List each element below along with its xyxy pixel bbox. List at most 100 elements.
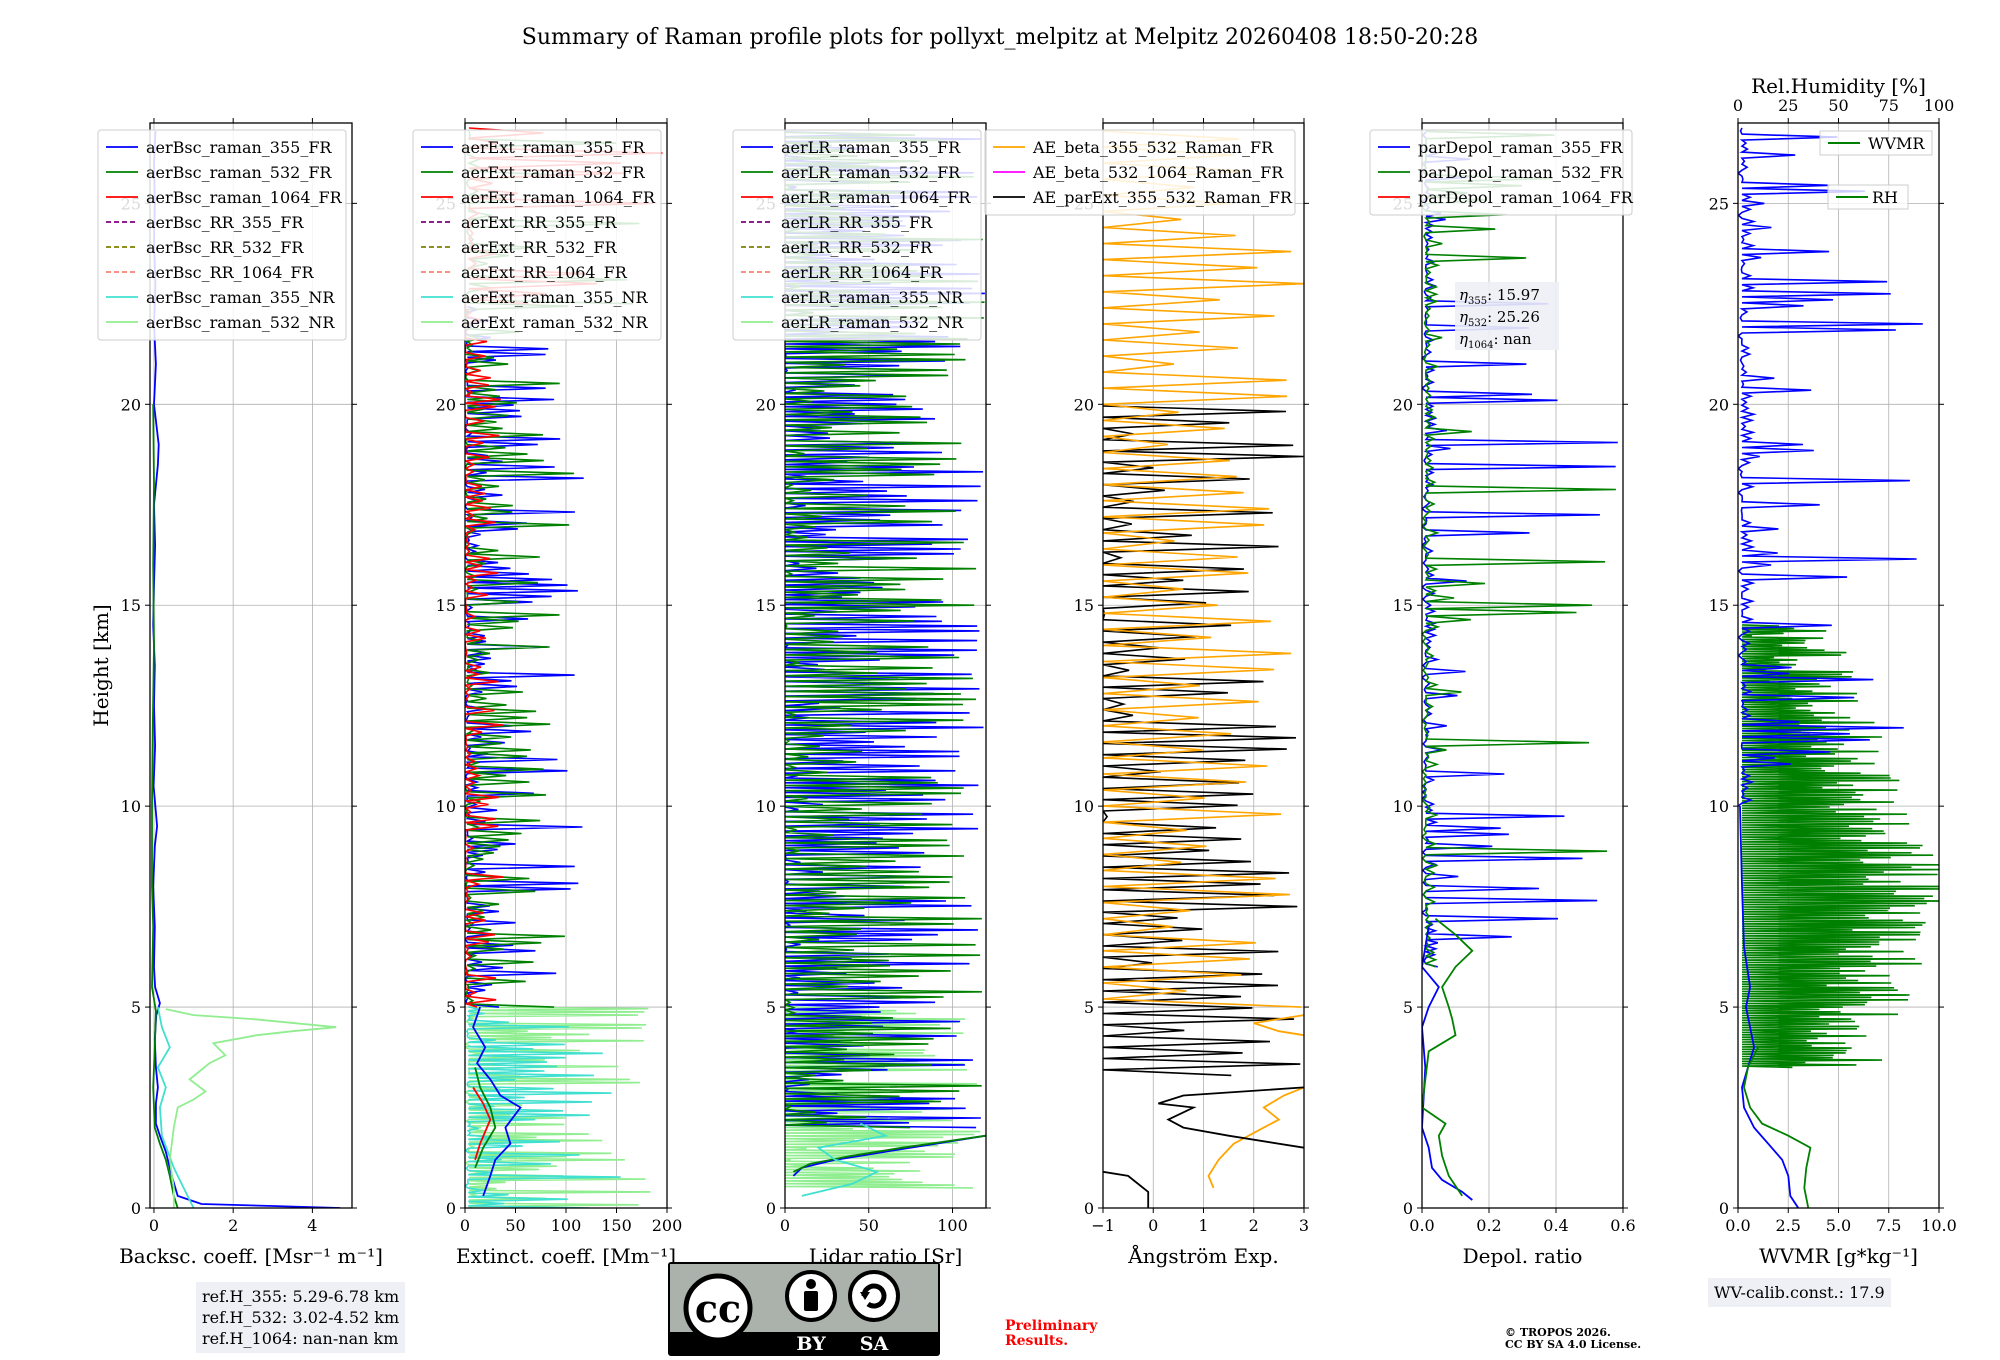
panel-ae: −101230510152025Ångström Exp.AE_beta_355…: [984, 118, 1309, 1268]
legend-label: AE_parExt_355_532_Raman_FR: [1032, 188, 1293, 207]
legend-label: WVMR: [1868, 134, 1925, 153]
x-tick-label: 100: [937, 1216, 968, 1235]
legend-label: aerLR_raman_532_FR: [781, 163, 961, 182]
legend-label: aerLR_raman_355_NR: [781, 288, 964, 307]
legend-label: aerExt_raman_355_NR: [461, 288, 649, 307]
preliminary-results-label: Preliminary Results.: [1005, 1319, 1097, 1349]
y-tick-label: 5: [1403, 998, 1413, 1017]
x-tick-label: 0.2: [1476, 1216, 1501, 1235]
series-WVMR_blue: [1739, 806, 1800, 1208]
copyright-line-2: CC BY SA 4.0 License.: [1505, 1338, 1642, 1351]
legend-box: [412, 129, 662, 341]
legend-label: AE_beta_532_1064_Raman_FR: [1032, 163, 1284, 182]
series-aerBsc_raman_532_NR: [165, 1008, 337, 1208]
legend-label: aerExt_raman_355_FR: [461, 138, 646, 157]
legend-label: aerBsc_raman_532_NR: [146, 313, 335, 332]
plot-panels: 0240510152025Backsc. coeff. [Msr⁻¹ m⁻¹]H…: [89, 74, 1957, 1268]
cc-by-sa-license-badge: cc BY SA: [668, 1262, 940, 1356]
y-tick-label: 0: [1719, 1199, 1729, 1218]
legend: aerLR_raman_355_FR aerLR_raman_532_FR aerL…: [732, 129, 982, 341]
legend-label: aerLR_RR_1064_FR: [781, 263, 943, 282]
noise-blue-0: [1422, 131, 1618, 968]
panel-wv: 0.0 2.5 5.0 7.5 10.0 0 5 10 15 20 25 WVMR [g*kg⁻¹] 0…: [1709, 74, 1957, 1268]
panel-depol: 0.00.20.40.60510152025Depol. ratioparDep…: [1369, 118, 1636, 1268]
noise-green-1: [1422, 130, 1616, 968]
x-tick-label: 4: [307, 1216, 317, 1235]
legend-label: aerBsc_raman_355_NR: [146, 288, 335, 307]
legend-box: [732, 129, 982, 341]
y-tick-label: 10: [121, 797, 141, 816]
noise-cyan-1: [465, 1006, 621, 1208]
y-tick-label: 5: [131, 998, 141, 1017]
y-tick-label: 0: [766, 1199, 776, 1218]
series-aerExt_raman_532_FR: [474, 1067, 497, 1169]
x-axis-label: Extinct. coeff. [Mm⁻¹]: [456, 1244, 676, 1268]
top-tick-label: 75: [1879, 96, 1899, 115]
data-layer: [1422, 130, 1618, 1201]
y-tick-label: 5: [1084, 998, 1094, 1017]
panel-bsc: 0240510152025Backsc. coeff. [Msr⁻¹ m⁻¹]H…: [89, 118, 383, 1268]
legend: parDepol_raman_355_FR parDepol_raman_532_…: [1369, 129, 1634, 216]
series-aerExt_raman_1064_FR: [472, 1086, 492, 1161]
y-tick-label: 20: [436, 395, 456, 414]
legend-label: aerLR_raman_355_FR: [781, 138, 961, 157]
copyright-note: © TROPOS 2026. CC BY SA 4.0 License.: [1505, 1327, 1641, 1351]
panel-ext: 0501001502000510152025Extinct. coeff. [M…: [412, 118, 682, 1268]
noise-orange-1: [1103, 130, 1304, 1008]
x-axis-label: Backsc. coeff. [Msr⁻¹ m⁻¹]: [119, 1244, 383, 1268]
y-tick-label: 10: [756, 797, 776, 816]
legend-box: [1369, 129, 1633, 216]
y-tick-label: 15: [121, 596, 141, 615]
data-layer: [465, 127, 663, 1208]
series-aerExt_raman_355_FR: [472, 1006, 522, 1197]
legend-label: parDepol_raman_1064_FR: [1418, 188, 1634, 207]
series-aerBsc_raman_532_FR: [151, 404, 179, 1208]
ref-height-1064: ref.H_1064: nan-nan km: [202, 1329, 399, 1348]
legend-box: [97, 129, 347, 341]
series-aerBsc_raman_355_FR: [152, 130, 341, 1208]
cc-logo-icon: [683, 1273, 753, 1343]
series-AE_beta_355_532_Raman_FR: [1207, 1086, 1304, 1189]
axes-frame: [149, 122, 353, 1209]
eta-line: η1064: nan: [1459, 330, 1532, 351]
license-sa-label: SA: [860, 1333, 889, 1355]
x-tick-label: 0: [149, 1216, 159, 1235]
y-tick-label: 15: [436, 596, 456, 615]
x-tick-label: 0.0: [1409, 1216, 1434, 1235]
share-alike-icon: [848, 1270, 900, 1322]
y-tick-label: 0: [446, 1199, 456, 1218]
x-tick-label: 0.4: [1543, 1216, 1568, 1235]
noise-green-0: [1741, 624, 1939, 1069]
legend-label: aerBsc_RR_1064_FR: [146, 263, 315, 282]
series-parDepol_raman_355_FR: [1422, 926, 1473, 1201]
legend-label: aerExt_RR_355_FR: [461, 213, 618, 232]
legend-label: aerBsc_RR_355_FR: [146, 213, 304, 232]
series-aerLR_raman_355_NR: [801, 1122, 889, 1197]
legend-label: aerExt_RR_532_FR: [461, 238, 618, 257]
legend: WVMR RH: [1819, 130, 1933, 210]
x-tick-label: 2: [228, 1216, 238, 1235]
license-by-label: BY: [796, 1333, 826, 1355]
noise-blue-1: [1738, 127, 1923, 807]
panel-lr: 0501000510152025Lidar ratio [Sr]aerLR_ra…: [732, 118, 991, 1268]
y-tick-label: 20: [121, 395, 141, 414]
legend-label: aerLR_raman_1064_FR: [781, 188, 971, 207]
data-layer: [151, 130, 341, 1208]
x-tick-label: 2.5: [1776, 1216, 1801, 1235]
legend-label: aerBsc_raman_532_FR: [146, 163, 332, 182]
legend-label: aerLR_RR_355_FR: [781, 213, 933, 232]
legend: aerBsc_raman_355_FR aerBsc_raman_532_FRae…: [97, 129, 347, 341]
series-aerLR_raman_532_FR: [793, 1134, 986, 1173]
top-tick-label: 25: [1778, 96, 1798, 115]
figure-title: Summary of Raman profile plots for polly…: [522, 25, 1479, 50]
y-tick-label: 5: [446, 998, 456, 1017]
legend-label: aerExt_raman_1064_FR: [461, 188, 656, 207]
x-tick-label: 0: [780, 1216, 790, 1235]
legend: aerExt_raman_355_FR aerExt_raman_532_FRae…: [412, 129, 662, 341]
legend-label: aerLR_raman_532_NR: [781, 313, 964, 332]
noise-red-4: [465, 301, 504, 1008]
x-tick-label: 0.0: [1725, 1216, 1750, 1235]
y-tick-label: 10: [1074, 797, 1094, 816]
legend-label: aerExt_raman_532_FR: [461, 163, 646, 182]
